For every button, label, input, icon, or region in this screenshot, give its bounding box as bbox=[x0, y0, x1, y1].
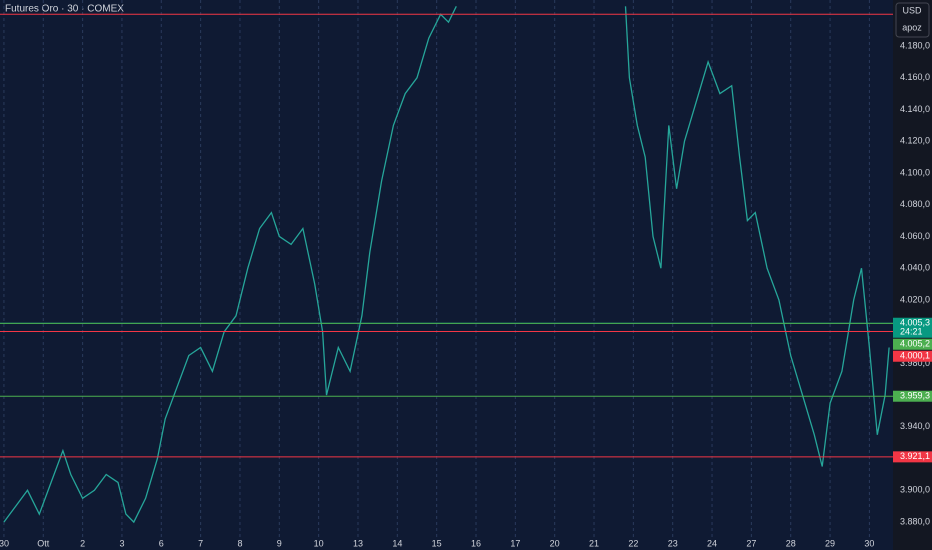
y-tick-label: 4.180,0 bbox=[900, 40, 930, 50]
level-tag bbox=[893, 390, 932, 402]
y-tick-label: 3.940,0 bbox=[900, 421, 930, 431]
level-tag bbox=[893, 338, 932, 350]
x-tick-label: 29 bbox=[825, 538, 835, 548]
level-tag bbox=[893, 317, 932, 338]
x-tick-label: 3 bbox=[119, 538, 124, 548]
x-tick-label: 23 bbox=[668, 538, 678, 548]
y-tick-label: 4.120,0 bbox=[900, 136, 930, 146]
x-tick-label: 27 bbox=[746, 538, 756, 548]
level-label: 4.005,3 bbox=[900, 318, 930, 328]
x-tick-label: 8 bbox=[237, 538, 242, 548]
y-tick-label: 4.160,0 bbox=[900, 72, 930, 82]
currency: USD bbox=[902, 5, 922, 15]
x-tick-label: 14 bbox=[392, 538, 402, 548]
x-tick-label: 9 bbox=[277, 538, 282, 548]
countdown: 24:21 bbox=[900, 327, 923, 337]
y-tick-label: 3.980,0 bbox=[900, 358, 930, 368]
x-tick-label: 30 bbox=[864, 538, 874, 548]
y-tick-label: 3.880,0 bbox=[900, 516, 930, 526]
x-tick-label: 16 bbox=[471, 538, 481, 548]
y-tick-label: 3.900,0 bbox=[900, 485, 930, 495]
x-tick-label: 7 bbox=[198, 538, 203, 548]
level-label: 4.005,2 bbox=[900, 339, 930, 349]
x-tick-label: Ott bbox=[37, 538, 50, 548]
x-tick-label: 28 bbox=[786, 538, 796, 548]
y-tick-label: 4.080,0 bbox=[900, 199, 930, 209]
y-tick-label: 4.040,0 bbox=[900, 263, 930, 273]
y-tick-label: 4.020,0 bbox=[900, 294, 930, 304]
level-tag bbox=[893, 350, 932, 362]
level-label: 3.921,1 bbox=[900, 451, 930, 461]
x-tick-label: 13 bbox=[353, 538, 363, 548]
x-tick-label: 20 bbox=[550, 538, 560, 548]
price-axis bbox=[893, 0, 932, 550]
x-tick-label: 2 bbox=[80, 538, 85, 548]
level-tag bbox=[893, 451, 932, 463]
x-tick-label: 15 bbox=[432, 538, 442, 548]
x-tick-label: 10 bbox=[314, 538, 324, 548]
currency-box[interactable] bbox=[895, 2, 930, 38]
x-tick-label: 21 bbox=[589, 538, 599, 548]
x-tick-label: 30 bbox=[0, 538, 9, 548]
x-tick-label: 22 bbox=[628, 538, 638, 548]
account: apoz bbox=[902, 22, 922, 32]
x-tick-label: 24 bbox=[707, 538, 717, 548]
y-tick-label: 4.140,0 bbox=[900, 104, 930, 114]
price-line bbox=[3, 6, 890, 524]
chart-title: Futures Oro · 30 · COMEX bbox=[5, 4, 124, 15]
x-tick-label: 6 bbox=[159, 538, 164, 548]
level-label: 4.000,1 bbox=[900, 351, 930, 361]
level-label: 3.959,3 bbox=[900, 391, 930, 401]
x-tick-label: 17 bbox=[510, 538, 520, 548]
y-tick-label: 4.060,0 bbox=[900, 231, 930, 241]
y-tick-label: 4.100,0 bbox=[900, 167, 930, 177]
